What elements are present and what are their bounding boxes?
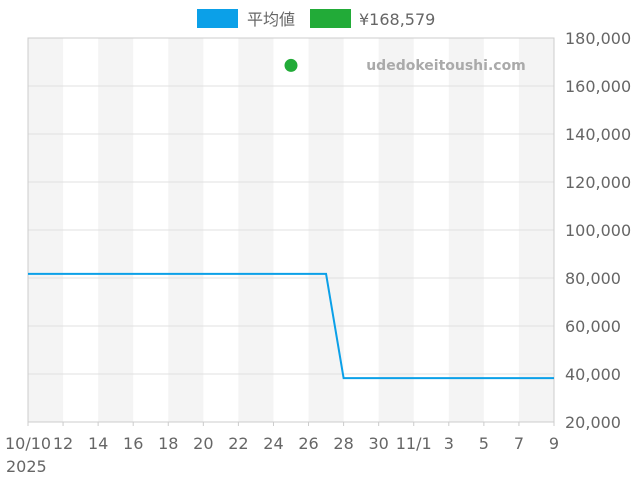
x-tick-label: 9 [549, 434, 559, 453]
x-tick-label: 16 [123, 434, 143, 453]
y-tick-label: 100,000 [565, 221, 631, 240]
x-tick-label: 7 [514, 434, 524, 453]
legend-swatch-price [310, 9, 351, 28]
average-line [28, 272, 554, 380]
legend-swatch-average [197, 9, 238, 28]
price-point [284, 58, 298, 72]
x-tick-label: 30 [368, 434, 388, 453]
legend-label-average: 平均値 [247, 10, 295, 29]
legend: 平均値 ¥168,579 [197, 9, 435, 29]
x-tick-label: 24 [263, 434, 283, 453]
x-tick-label: 3 [444, 434, 454, 453]
x-tick-label: 11/1 [396, 434, 432, 453]
y-tick-label: 40,000 [565, 365, 621, 384]
legend-label-price: ¥168,579 [359, 10, 435, 29]
watermark: udedokeitoushi.com [366, 58, 526, 74]
x-tick-label: 26 [298, 434, 318, 453]
y-tick-label: 140,000 [565, 125, 631, 144]
y-tick-label: 180,000 [565, 29, 631, 48]
x-tick-label: 28 [333, 434, 353, 453]
y-tick-label: 120,000 [565, 173, 631, 192]
plot-frame [27, 37, 555, 423]
y-tick-label: 160,000 [565, 77, 631, 96]
x-tick-label: 12 [53, 434, 73, 453]
x-tick-label: 20 [193, 434, 213, 453]
series-layer [28, 58, 554, 380]
x-tick-label: 14 [88, 434, 108, 453]
y-axis: 20,000 40,000 60,000 80,000 100,000 120,000 14… [565, 29, 631, 432]
x-tick-label: 18 [158, 434, 178, 453]
x-year-label: 2025 [6, 457, 47, 476]
y-tick-label: 60,000 [565, 317, 621, 336]
x-tick-label: 22 [228, 434, 248, 453]
x-axis: 10/10 12 14 16 18 20 22 24 26 28 30 11/1 3 5 7 9 [5, 422, 559, 453]
x-tick-label: 5 [479, 434, 489, 453]
y-tick-label: 20,000 [565, 413, 621, 432]
y-tick-label: 80,000 [565, 269, 621, 288]
x-tick-label: 10/10 [5, 434, 51, 453]
